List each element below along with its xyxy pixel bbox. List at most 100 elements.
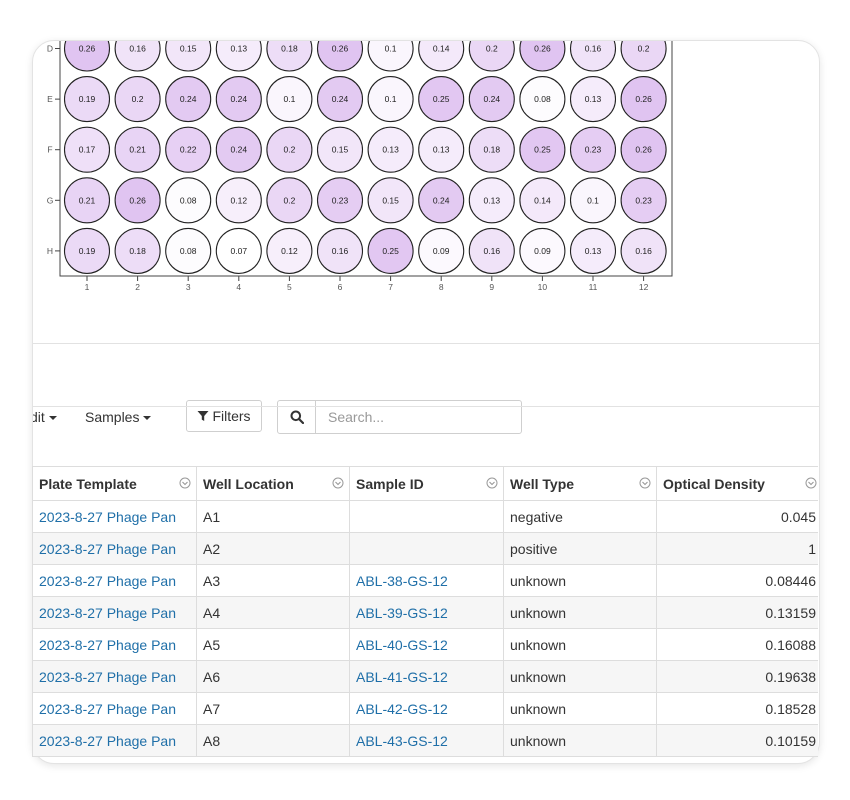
plate-well	[519, 177, 566, 224]
table-header-row: Plate Template Well Location Sample ID Well…	[32, 466, 818, 501]
well-value: 0.1	[385, 94, 397, 104]
plate-well	[569, 41, 617, 72]
table-cell: A5	[196, 628, 350, 661]
table-cell-link[interactable]: 2023-8-27 Phage Pan	[32, 724, 197, 757]
column-header-label: Plate Template	[39, 475, 137, 492]
table-cell: 0.045	[656, 500, 818, 533]
well-value: 0.08	[534, 94, 551, 104]
plate-well	[63, 227, 111, 274]
plate-well	[569, 227, 617, 274]
plate-well	[316, 76, 364, 123]
column-header[interactable]: Well Type	[503, 466, 657, 501]
column-menu-icon[interactable]	[332, 477, 344, 489]
well-value: 0.13	[585, 94, 602, 104]
plate-well	[519, 227, 566, 274]
plate-well	[63, 76, 111, 123]
plate-well	[215, 227, 262, 274]
table-cell-link[interactable]: ABL-40-GS-12	[349, 628, 504, 661]
column-header[interactable]: Plate Template	[32, 466, 197, 501]
plate-well	[215, 41, 262, 72]
well-value: 0.14	[534, 195, 551, 205]
table-cell-link[interactable]: ABL-43-GS-12	[349, 724, 504, 757]
table-cell-link[interactable]: ABL-39-GS-12	[349, 596, 504, 629]
well-value: 0.25	[382, 246, 399, 256]
well-value: 0.15	[382, 195, 399, 205]
col-label: 9	[489, 282, 494, 292]
table-cell: unknown	[503, 724, 657, 757]
row-label: F	[47, 145, 52, 155]
plate-well	[620, 126, 667, 173]
column-menu-icon[interactable]	[805, 477, 817, 489]
search-icon[interactable]	[278, 401, 316, 433]
well-value: 0.24	[231, 94, 248, 104]
table-cell-link[interactable]: ABL-42-GS-12	[349, 692, 504, 725]
table-cell-link[interactable]: 2023-8-27 Phage Pan	[32, 660, 197, 693]
table-cell-link[interactable]: ABL-41-GS-12	[349, 660, 504, 693]
plate-well	[316, 227, 364, 274]
table-cell: unknown	[503, 628, 657, 661]
table-cell: 0.13159	[656, 596, 818, 629]
table-cell-link[interactable]: 2023-8-27 Phage Pan	[32, 500, 197, 533]
results-grid: Plate Template Well Location Sample ID Well…	[32, 466, 818, 762]
plate-well	[367, 41, 414, 72]
column-header-label: Well Location	[203, 475, 294, 492]
col-label: 6	[338, 282, 343, 292]
plate-well	[114, 227, 161, 274]
table-cell: unknown	[503, 692, 657, 725]
column-header[interactable]: Sample ID	[349, 466, 504, 501]
plate-well	[367, 76, 414, 123]
well-value: 0.24	[433, 195, 450, 205]
well-value: 0.23	[332, 195, 349, 205]
column-header[interactable]: Well Location	[196, 466, 350, 501]
table-cell-link[interactable]: 2023-8-27 Phage Pan	[32, 532, 197, 565]
col-label: 11	[589, 282, 598, 292]
column-header-label: Optical Density	[663, 475, 765, 492]
well-value: 0.24	[332, 94, 349, 104]
table-cell-link[interactable]: 2023-8-27 Phage Pan	[32, 564, 197, 597]
column-menu-icon[interactable]	[639, 477, 651, 489]
table-cell: 1	[656, 532, 818, 565]
table-cell: A4	[196, 596, 350, 629]
well-value: 0.24	[180, 94, 197, 104]
plate-well	[620, 227, 667, 274]
well-value: 0.19	[79, 246, 96, 256]
well-value: 0.16	[635, 246, 652, 256]
table-cell-link[interactable]: 2023-8-27 Phage Pan	[32, 596, 197, 629]
column-header[interactable]: Optical Density	[656, 466, 818, 501]
well-value: 0.18	[281, 44, 298, 54]
edit-menu[interactable]: dit	[33, 409, 57, 425]
table-cell	[349, 532, 504, 565]
plate-well	[468, 126, 515, 173]
col-label: 5	[287, 282, 292, 292]
column-menu-icon[interactable]	[486, 477, 498, 489]
well-value: 0.26	[79, 44, 96, 54]
chevron-down-icon	[143, 416, 152, 421]
plate-well	[316, 177, 364, 224]
plate-well	[114, 126, 161, 173]
plate-well	[266, 177, 313, 224]
well-value: 0.13	[231, 44, 248, 54]
table-cell-link[interactable]: ABL-38-GS-12	[349, 564, 504, 597]
table-row: 2023-8-27 Phage Pan A4 ABL-39-GS-12 unknown…	[32, 596, 818, 629]
plate-well	[114, 41, 161, 72]
plate-well	[519, 76, 566, 123]
plate-well	[367, 126, 414, 173]
table-cell-link[interactable]: 2023-8-27 Phage Pan	[32, 628, 197, 661]
plate-well	[215, 126, 262, 173]
well-value: 0.19	[79, 94, 96, 104]
col-label: 4	[236, 282, 241, 292]
well-value: 0.24	[231, 145, 248, 155]
filters-button[interactable]: Filters	[186, 400, 262, 432]
filter-icon	[197, 411, 209, 421]
samples-menu[interactable]: Samples	[85, 409, 152, 425]
col-label: 3	[186, 282, 191, 292]
column-menu-icon[interactable]	[179, 477, 191, 489]
plate-well	[367, 177, 414, 224]
table-cell: negative	[503, 500, 657, 533]
table-cell: A2	[196, 532, 350, 565]
column-header-label: Well Type	[510, 475, 575, 492]
plate-well	[519, 41, 566, 72]
table-cell-link[interactable]: 2023-8-27 Phage Pan	[32, 692, 197, 725]
well-value: 0.23	[635, 195, 652, 205]
well-value: 0.2	[132, 94, 144, 104]
